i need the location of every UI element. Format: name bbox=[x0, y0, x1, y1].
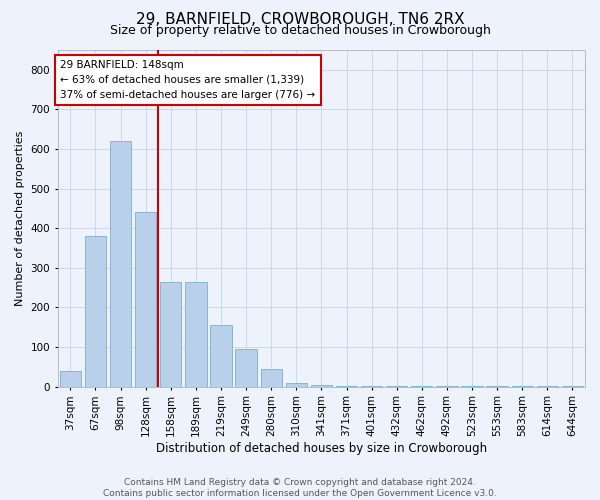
X-axis label: Distribution of detached houses by size in Crowborough: Distribution of detached houses by size … bbox=[156, 442, 487, 455]
Bar bbox=[185, 282, 206, 387]
Bar bbox=[60, 371, 81, 386]
Bar bbox=[260, 369, 282, 386]
Bar bbox=[110, 141, 131, 386]
Bar bbox=[211, 326, 232, 386]
Bar bbox=[235, 349, 257, 387]
Text: 29, BARNFIELD, CROWBOROUGH, TN6 2RX: 29, BARNFIELD, CROWBOROUGH, TN6 2RX bbox=[136, 12, 464, 28]
Bar bbox=[85, 236, 106, 386]
Text: Contains HM Land Registry data © Crown copyright and database right 2024.
Contai: Contains HM Land Registry data © Crown c… bbox=[103, 478, 497, 498]
Bar bbox=[286, 382, 307, 386]
Bar bbox=[311, 385, 332, 386]
Text: Size of property relative to detached houses in Crowborough: Size of property relative to detached ho… bbox=[110, 24, 490, 37]
Y-axis label: Number of detached properties: Number of detached properties bbox=[15, 130, 25, 306]
Bar bbox=[135, 212, 157, 386]
Bar bbox=[160, 282, 181, 387]
Text: 29 BARNFIELD: 148sqm
← 63% of detached houses are smaller (1,339)
37% of semi-de: 29 BARNFIELD: 148sqm ← 63% of detached h… bbox=[61, 60, 316, 100]
